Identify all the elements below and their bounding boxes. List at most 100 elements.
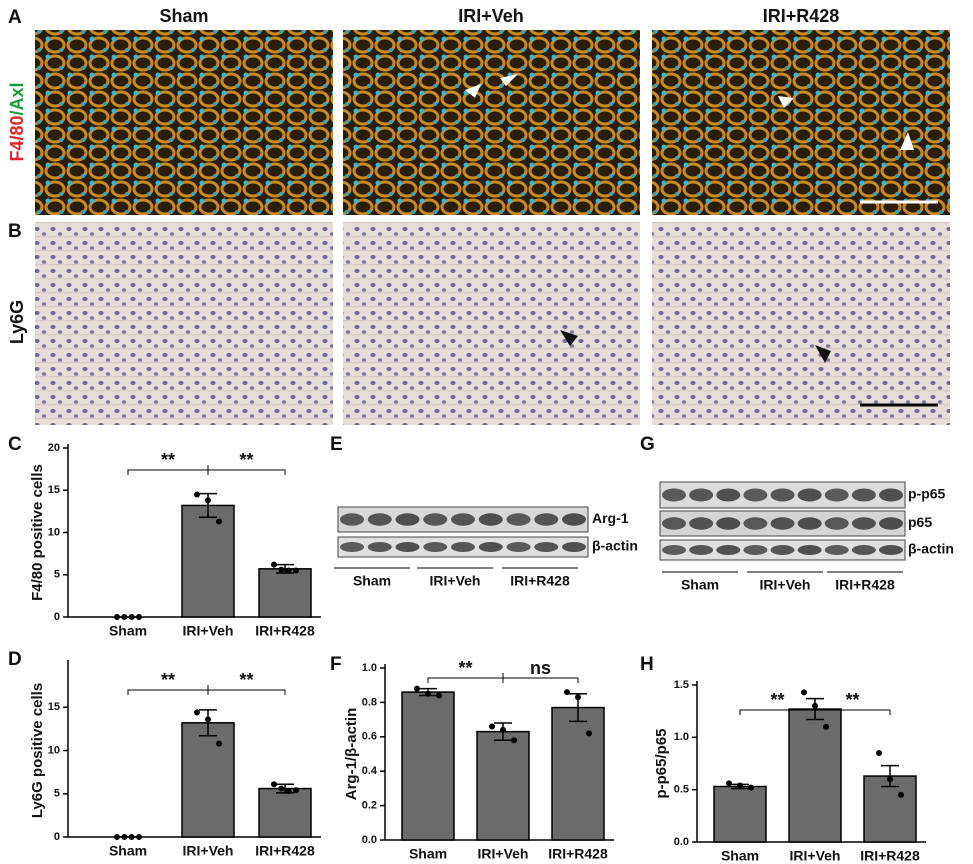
data-point [564,689,570,696]
blot-band [423,513,448,526]
blot-band [562,542,586,552]
blot-group-label: Sham [681,577,719,593]
x-tick-label: Sham [409,846,447,862]
data-point [278,785,285,792]
data-point [285,567,292,574]
blot-group-label: IRI+R428 [510,573,570,589]
x-tick-label: IRI+R428 [860,848,920,864]
significance-label: ** [161,670,175,690]
error-bar [881,764,899,788]
data-point [136,614,142,620]
data-point [271,781,277,788]
significance-bracket [127,465,286,475]
y-tick-label: 0.0 [674,836,689,848]
data-point [489,723,495,730]
data-point [121,834,128,840]
micrograph [652,30,950,215]
x-tick-label: Sham [109,843,147,859]
y-axis-label: Ly6G positive cells [29,683,46,818]
blot-band [797,488,822,502]
y-tick-label: 10 [48,526,60,538]
blot-row-label: Arg-1 [592,510,629,526]
blot-band [743,517,768,530]
x-tick-label: IRI+Veh [183,623,234,639]
row-label-part: F4/80 [7,115,27,161]
y-tick-label: 0.5 [674,784,689,796]
panel-letter: C [8,434,22,455]
data-point [801,689,807,696]
blot-band [367,513,392,526]
significance-label: ** [239,450,253,470]
data-point [216,518,222,525]
data-point [128,614,135,620]
blot-band [395,513,420,526]
blot-band [451,513,475,526]
data-point [194,491,200,498]
x-tick-label: Sham [109,623,147,639]
blot-band [478,542,503,552]
data-point [511,737,517,744]
blot-band [689,488,714,502]
data-point [823,723,829,730]
bar [181,504,235,618]
data-point [575,694,581,701]
y-tick-label: 0 [54,611,60,623]
micrograph [35,30,333,215]
panel-letter: G [640,434,655,455]
bar [258,568,312,618]
blot-band [506,513,531,526]
blot-band [662,488,686,502]
blot-group-label: IRI+R428 [835,577,895,593]
data-point [136,834,142,840]
x-tick-label: IRI+R428 [255,843,315,859]
blot-band [824,545,849,555]
blot-band [743,545,768,555]
blot-band [451,542,475,552]
column-header: IRI+R428 [763,6,840,26]
panel-letter: H [640,654,654,675]
blot-band [340,513,364,526]
significance-label: ** [845,690,859,710]
bar [551,706,605,841]
panel-letter: A [8,7,22,28]
y-tick-label: 1.0 [674,731,689,743]
panel-a-images [35,30,950,215]
y-tick-label: 15 [48,484,60,496]
blot-group-label: IRI+Veh [760,577,811,593]
micrograph [652,222,950,425]
panel-letter: B [8,221,22,242]
x-tick-label: IRI+Veh [790,848,841,864]
bar [713,785,767,843]
x-tick-label: IRI+Veh [183,843,234,859]
data-point [194,709,200,716]
panel-letter: F [330,654,342,675]
blot-row-label: p65 [908,514,932,530]
y-tick-label: 5 [54,569,60,581]
blot-band [824,517,849,530]
data-point [285,788,292,795]
blot-band [662,545,686,555]
blot-band [770,545,795,555]
y-tick-label: 15 [48,701,60,713]
data-point [205,716,211,723]
significance-label: ** [239,670,253,690]
significance-bracket [427,673,579,683]
panel-b-images [35,222,950,425]
error-bar [199,709,217,737]
y-tick-label: 0.0 [362,834,377,846]
bar [401,691,455,841]
x-tick-label: IRI+Veh [478,846,529,862]
blot-group-label: Sham [353,573,391,589]
blot-row-label: β-actin [592,538,638,554]
blot-band [562,513,586,526]
blot-band [534,513,559,526]
significance-label: ns [530,658,551,678]
blot-band [770,517,795,530]
y-tick-label: 0.6 [362,731,377,743]
y-axis-label: Arg-1/β-actin [343,708,360,801]
blot-band [478,513,503,526]
blot-band [716,488,741,502]
panel-letter: E [330,434,343,455]
data-point [898,791,904,798]
